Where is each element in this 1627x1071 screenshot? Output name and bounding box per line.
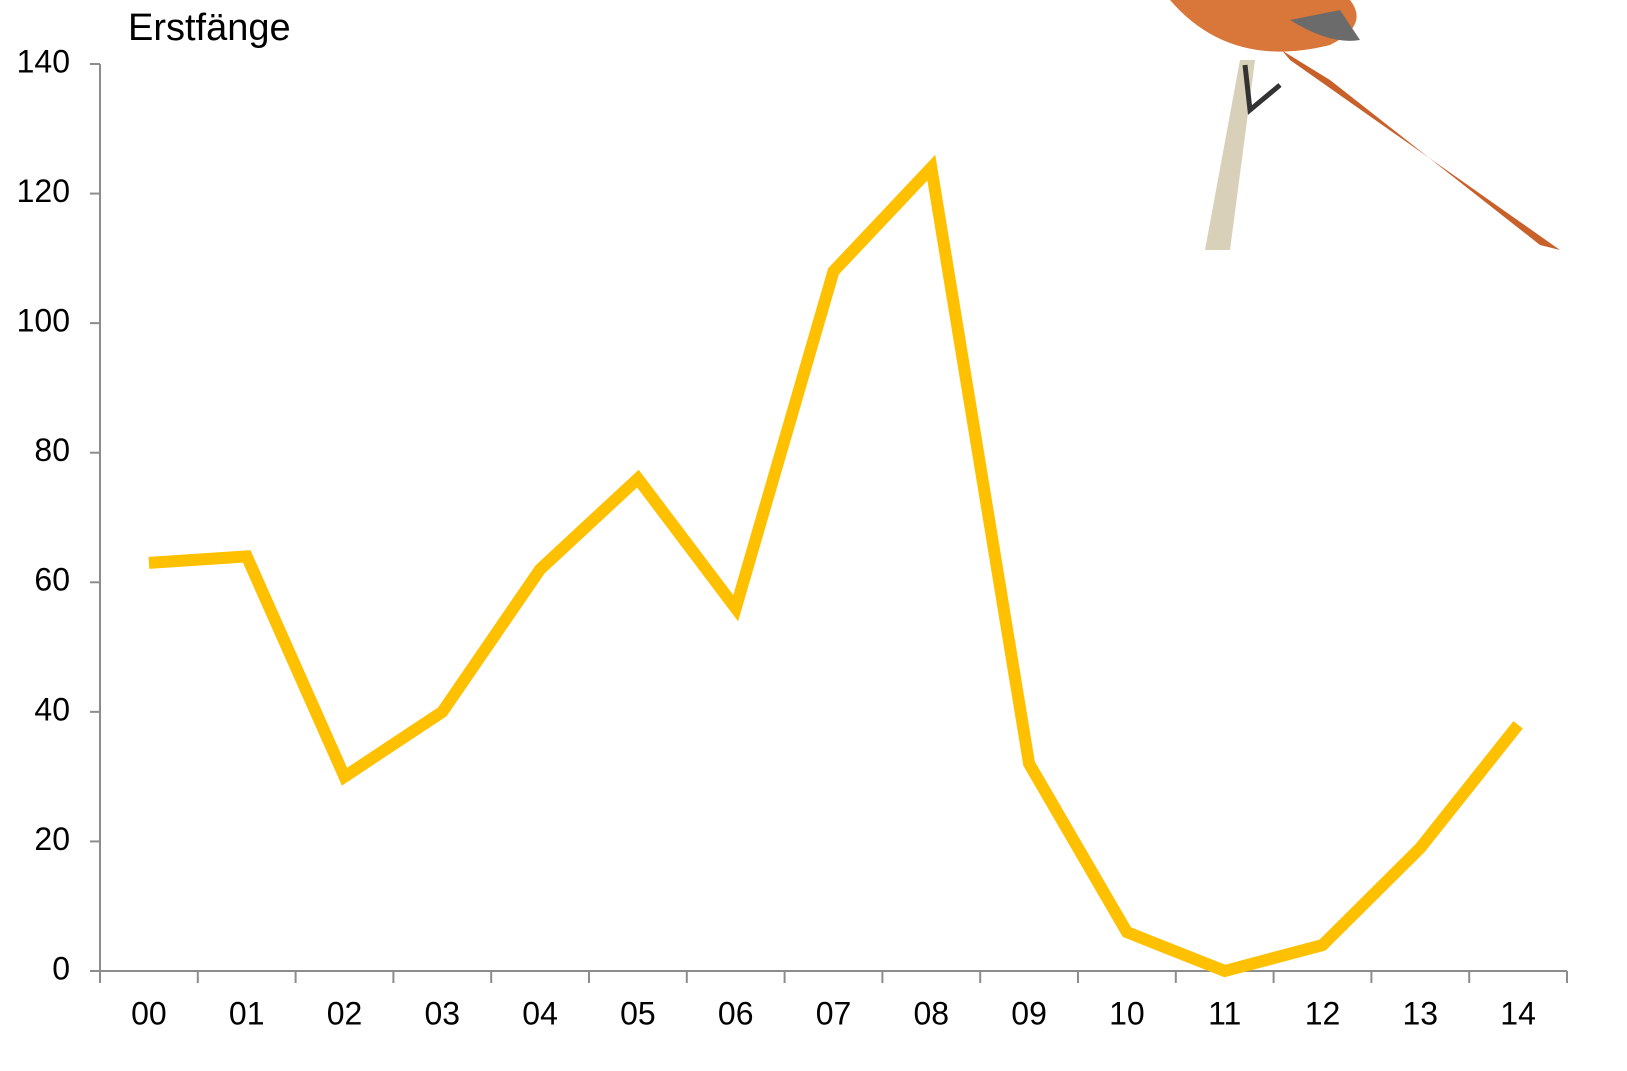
x-tick-label: 11 <box>1208 995 1241 1031</box>
x-tick-label: 13 <box>1403 995 1439 1031</box>
y-tick-label: 40 <box>34 691 70 727</box>
bird-tail <box>1200 0 1560 250</box>
x-tick-label: 10 <box>1109 995 1145 1031</box>
bird-leg <box>1242 64 1282 115</box>
y-tick-label: 20 <box>34 821 70 857</box>
y-tick-label: 120 <box>17 173 70 209</box>
y-tick-label: 140 <box>17 43 70 79</box>
bird-illustration <box>1170 0 1560 250</box>
x-tick-label: 02 <box>327 995 363 1031</box>
x-tick-label: 01 <box>229 995 265 1031</box>
x-tick-label: 07 <box>816 995 852 1031</box>
y-tick-label: 100 <box>17 303 70 339</box>
y-tick-label: 80 <box>34 432 70 468</box>
x-tick-label: 06 <box>718 995 754 1031</box>
x-tick-label: 08 <box>914 995 950 1031</box>
x-tick-label: 12 <box>1305 995 1341 1031</box>
bird-body <box>1170 0 1357 52</box>
x-tick-label: 14 <box>1500 995 1536 1031</box>
chart-title: Erstfänge <box>128 7 291 49</box>
x-tick-label: 09 <box>1011 995 1047 1031</box>
y-tick-label: 0 <box>52 950 70 986</box>
bird-perch <box>1205 60 1255 250</box>
y-tick-label: 60 <box>34 562 70 598</box>
x-tick-label: 00 <box>131 995 167 1031</box>
x-tick-label: 05 <box>620 995 656 1031</box>
x-tick-label: 03 <box>425 995 461 1031</box>
x-tick-label: 04 <box>522 995 558 1031</box>
bird-wing <box>1290 10 1360 41</box>
data-line <box>148 154 1523 978</box>
